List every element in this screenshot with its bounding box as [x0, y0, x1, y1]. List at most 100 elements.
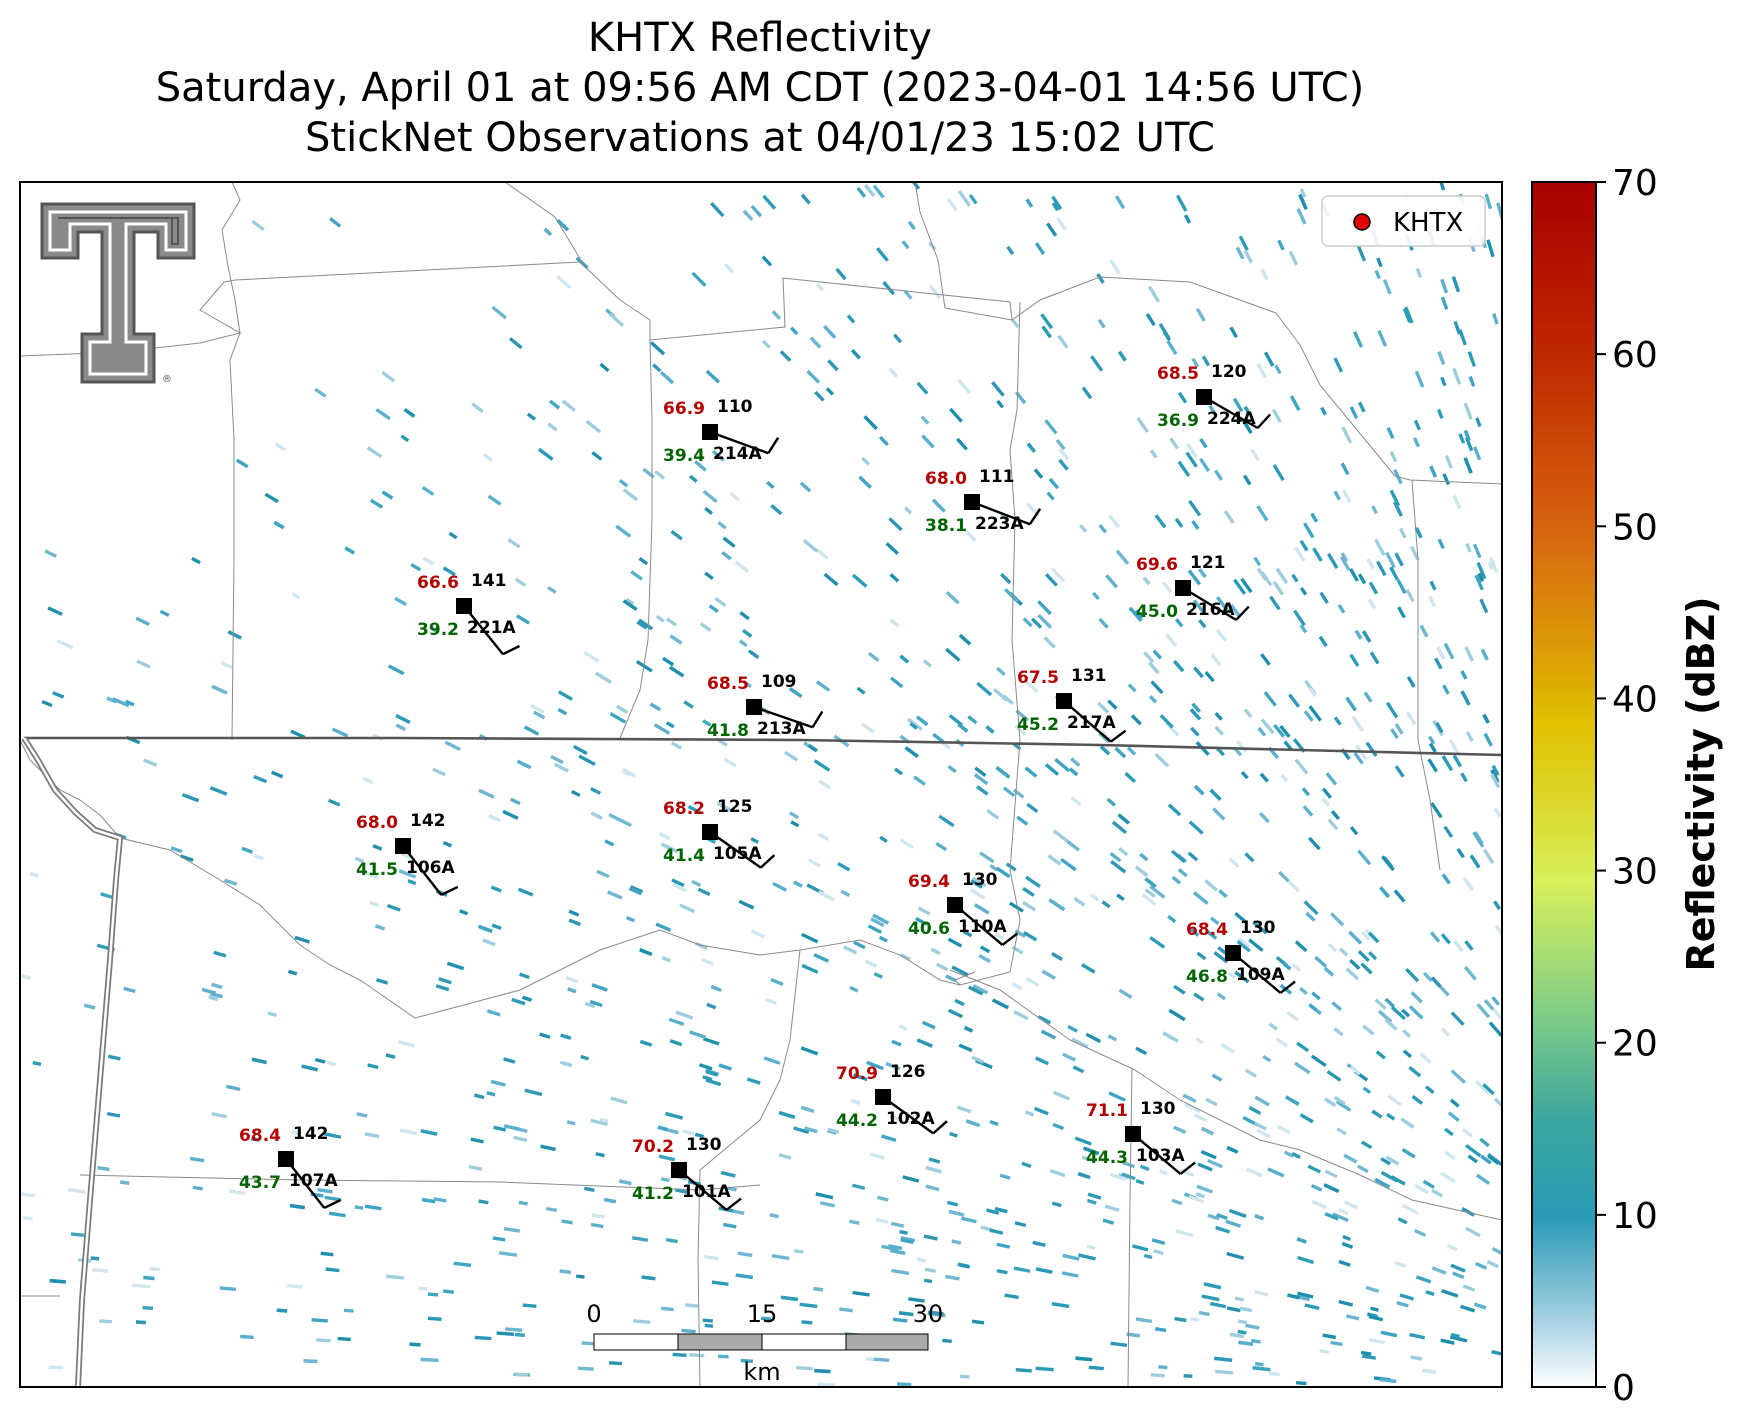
- radar-gate: [1323, 1183, 1340, 1193]
- radar-gate: [1314, 955, 1328, 968]
- radar-gate: [995, 766, 1011, 779]
- radar-gate: [1419, 1052, 1432, 1064]
- radar-gate: [381, 490, 394, 500]
- radar-gate: [1124, 771, 1137, 783]
- radar-gate: [1104, 1204, 1120, 1213]
- radar-gate: [1472, 831, 1485, 848]
- radar-gate: [1357, 950, 1370, 963]
- radar-gate: [974, 766, 987, 777]
- radar-gate: [1374, 538, 1386, 556]
- radar-gate: [615, 524, 632, 538]
- radar-gate: [945, 647, 961, 662]
- radar-gate: [1340, 552, 1349, 563]
- station-dewpoint: 36.9: [1157, 411, 1199, 431]
- station-id: 213A: [757, 719, 806, 739]
- radar-gate: [1139, 1164, 1150, 1172]
- wind-barb-staff: [1203, 395, 1259, 430]
- radar-gate: [1193, 666, 1204, 679]
- radar-gate: [989, 1119, 999, 1127]
- radar-gate: [1135, 609, 1144, 619]
- radar-gate: [951, 965, 969, 977]
- scale-tick-30: 30: [913, 1300, 944, 1328]
- radar-gate: [1194, 1113, 1208, 1123]
- radar-gate: [504, 1327, 523, 1332]
- radar-gate: [1440, 278, 1449, 294]
- legend: KHTX: [1321, 195, 1486, 247]
- radar-gate: [970, 879, 983, 889]
- station-214A: 66.9 39.4 110 214A: [663, 397, 780, 466]
- radar-gate: [1289, 395, 1301, 411]
- radar-gate: [1058, 458, 1069, 471]
- radar-gate: [421, 1197, 436, 1204]
- radar-gate: [1482, 848, 1495, 864]
- radar-gate: [737, 1251, 753, 1258]
- sticknet-stations-layer: 66.9 39.4 110 214A 68.0 38.1 111 223A 68.5 36.9 12…: [239, 362, 1296, 1211]
- radar-gate: [1311, 1199, 1327, 1209]
- radar-gate: [1492, 313, 1499, 325]
- radar-gate: [83, 1003, 96, 1010]
- radar-gate: [932, 733, 945, 744]
- radar-gate: [1419, 624, 1429, 638]
- radar-gate: [1333, 490, 1341, 501]
- radar-gate: [599, 1117, 609, 1123]
- radar-gate: [274, 442, 287, 452]
- radar-gate: [1320, 406, 1327, 416]
- radar-gate: [706, 1002, 717, 1010]
- radar-gate: [1214, 725, 1224, 736]
- radar-gate: [1298, 193, 1308, 210]
- radar-gate: [1121, 1160, 1135, 1169]
- radar-gate: [794, 1248, 804, 1254]
- radar-gate: [1351, 715, 1365, 732]
- radar-gate: [1461, 1128, 1473, 1138]
- radar-gate: [917, 906, 931, 916]
- radar-gate: [1066, 839, 1081, 852]
- radar-gate: [625, 915, 636, 923]
- radar-gate: [901, 240, 910, 250]
- radar-gate: [1286, 1010, 1299, 1022]
- radar-gate: [1198, 568, 1207, 579]
- radar-gate: [1397, 606, 1406, 619]
- radar-gate: [1126, 1332, 1140, 1338]
- radar-gate: [1345, 1314, 1360, 1321]
- radar-gate: [846, 314, 856, 324]
- radar-gate: [1078, 1253, 1096, 1261]
- radar-gate: [1090, 355, 1104, 372]
- map-frame: [19, 181, 1503, 1388]
- radar-gate: [1427, 758, 1438, 773]
- radar-gate: [1287, 879, 1300, 893]
- station-temp: 68.5: [1157, 364, 1199, 384]
- radar-gate: [1117, 813, 1130, 825]
- radar-gate: [1415, 1275, 1432, 1284]
- radar-gate: [740, 1358, 753, 1363]
- radar-gate: [1453, 940, 1465, 953]
- radar-gate: [427, 1292, 439, 1297]
- radar-gate: [519, 972, 530, 980]
- radar-gate: [1394, 723, 1404, 735]
- wind-barb-staff: [882, 1096, 934, 1135]
- radar-gate: [1204, 879, 1219, 892]
- radar-gate: [799, 1302, 818, 1309]
- station-id: 107A: [289, 1171, 338, 1191]
- radar-gate: [866, 1060, 884, 1071]
- radar-gate: [1174, 1316, 1187, 1323]
- radar-gate: [1229, 326, 1238, 339]
- wind-barb-staff: [285, 1158, 326, 1209]
- radar-gate: [716, 801, 732, 812]
- wind-barb-staff: [753, 705, 813, 729]
- radar-gate: [1448, 739, 1460, 756]
- radar-gate: [1256, 363, 1268, 379]
- radar-gate: [1167, 914, 1177, 923]
- radar-gate: [1463, 965, 1478, 981]
- radar-gate: [478, 788, 495, 799]
- radar-gate: [560, 1033, 572, 1040]
- radar-gate: [1480, 1154, 1492, 1165]
- radar-gate: [995, 866, 1011, 879]
- radar-gate: [143, 1275, 155, 1281]
- radar-gate: [714, 597, 727, 607]
- radar-gate: [639, 1039, 653, 1047]
- radar-gate: [1297, 1255, 1315, 1265]
- radar-gate: [1386, 1112, 1396, 1121]
- radar-gate: [973, 773, 989, 786]
- radar-gate: [702, 1037, 720, 1046]
- radar-gate: [1256, 567, 1268, 581]
